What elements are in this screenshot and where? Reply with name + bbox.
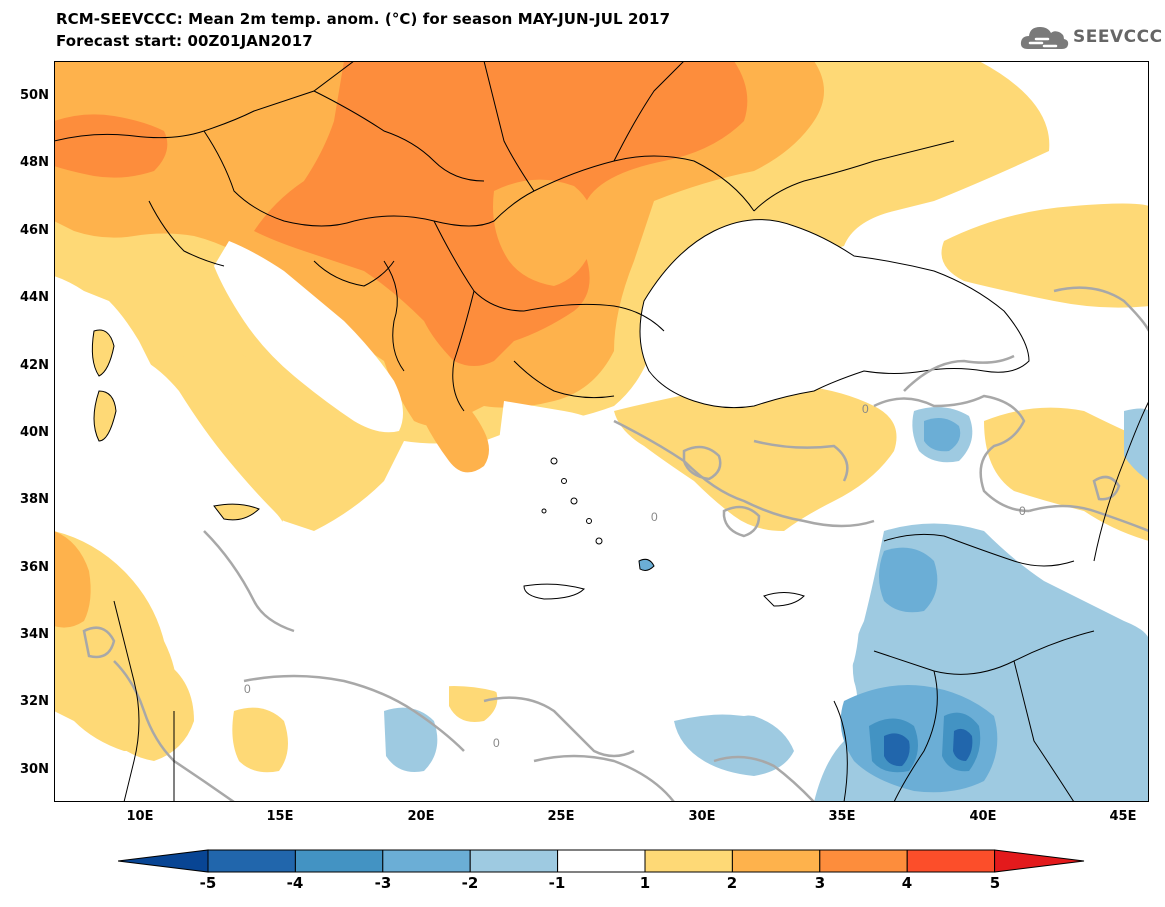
- contour-label: 0: [651, 510, 658, 524]
- colorbar-swatch: [644, 849, 733, 873]
- contour-label: 0: [862, 402, 869, 416]
- anomaly-area-tunisia-orange: [54, 531, 91, 628]
- anomaly-area-italy: [164, 281, 348, 465]
- mediterranean-sea: [154, 536, 859, 724]
- lat-label: 50N: [20, 88, 49, 103]
- lat-label: 38N: [20, 492, 49, 507]
- lat-label: 48N: [20, 155, 49, 170]
- anomaly-area-libya: [92, 647, 194, 761]
- adriatic-sea: [214, 241, 403, 433]
- colorbar-swatch: [906, 849, 996, 873]
- colorbar-label: 3: [814, 874, 826, 892]
- colorbar-swatch: [469, 849, 559, 873]
- colorbar-label: -1: [548, 874, 566, 892]
- contour-label: 0: [493, 736, 500, 750]
- anomaly-area-minus2: [879, 547, 938, 613]
- lon-label: 35E: [828, 809, 856, 824]
- anomaly-area-minus2-turkey: [924, 417, 961, 452]
- lon-label: 30E: [688, 809, 716, 824]
- colorbar-label: -2: [461, 874, 479, 892]
- lat-label: 44N: [20, 290, 49, 305]
- colorbar-label: 1: [639, 874, 651, 892]
- colorbar-label: 2: [726, 874, 738, 892]
- lat-label: 42N: [20, 358, 49, 373]
- colorbar-label: 4: [901, 874, 913, 892]
- colorbar-swatch: [382, 849, 471, 873]
- anomaly-area-minus1-libya-east: [384, 707, 438, 772]
- anomaly-area-minus4: [884, 733, 910, 767]
- logo-text: SEEVCCC: [1073, 27, 1163, 47]
- colorbar-label: -5: [199, 874, 217, 892]
- aegean-sea: [497, 401, 626, 548]
- borders: [54, 61, 1149, 802]
- anomaly-area-plus3-west: [54, 114, 168, 178]
- anomaly-area-minus4-b: [953, 728, 973, 761]
- lon-label: 40E: [969, 809, 997, 824]
- lat-label: 30N: [20, 762, 49, 777]
- cloud-icon: [1020, 27, 1069, 49]
- colorbar-swatch: [118, 849, 209, 873]
- lon-label: 45E: [1109, 809, 1137, 824]
- map-title: RCM-SEEVCCC: Mean 2m temp. anom. (°C) fo…: [56, 10, 671, 28]
- seevccc-logo: SEEVCCC: [1018, 21, 1162, 55]
- anomaly-area-light-romania: [493, 179, 595, 286]
- anomaly-area-plus2-balkans: [404, 361, 489, 473]
- black-sea: [639, 219, 1030, 409]
- anomaly-area-anatolia: [614, 384, 897, 531]
- lat-label: 46N: [20, 223, 49, 238]
- lon-label: 25E: [547, 809, 575, 824]
- anomaly-map: 0 0 0 0 0: [54, 61, 1149, 802]
- lon-label: 20E: [407, 809, 435, 824]
- contour-label: 0: [244, 682, 251, 696]
- lat-label: 36N: [20, 560, 49, 575]
- map-canvas: 0 0 0 0 0: [54, 61, 1149, 802]
- colorbar-swatch: [994, 849, 1085, 873]
- colorbar-swatch: [731, 849, 821, 873]
- colorbar-swatch: [294, 849, 384, 873]
- tyrrhenian-sea: [104, 351, 288, 553]
- colorbar: [118, 849, 1085, 873]
- colorbar-swatch: [557, 849, 646, 873]
- anomaly-area-minus1-iran: [1124, 408, 1149, 481]
- colorbar-swatch: [207, 849, 296, 873]
- lat-label: 40N: [20, 425, 49, 440]
- anomaly-area-libya-2: [232, 707, 288, 773]
- lon-label: 15E: [266, 809, 294, 824]
- lat-label: 34N: [20, 627, 49, 642]
- lon-label: 10E: [126, 809, 154, 824]
- colorbar-label: -3: [374, 874, 392, 892]
- colorbar-swatch: [819, 849, 908, 873]
- zero-contours: [82, 286, 1149, 802]
- anomaly-area-caucasus: [941, 203, 1149, 308]
- islands: [91, 329, 805, 607]
- contour-label: 0: [1019, 504, 1026, 518]
- forecast-start-subtitle: Forecast start: 00Z01JAN2017: [56, 32, 313, 50]
- colorbar-label: -4: [286, 874, 304, 892]
- colorbar-label: 5: [989, 874, 1001, 892]
- lat-label: 32N: [20, 694, 49, 709]
